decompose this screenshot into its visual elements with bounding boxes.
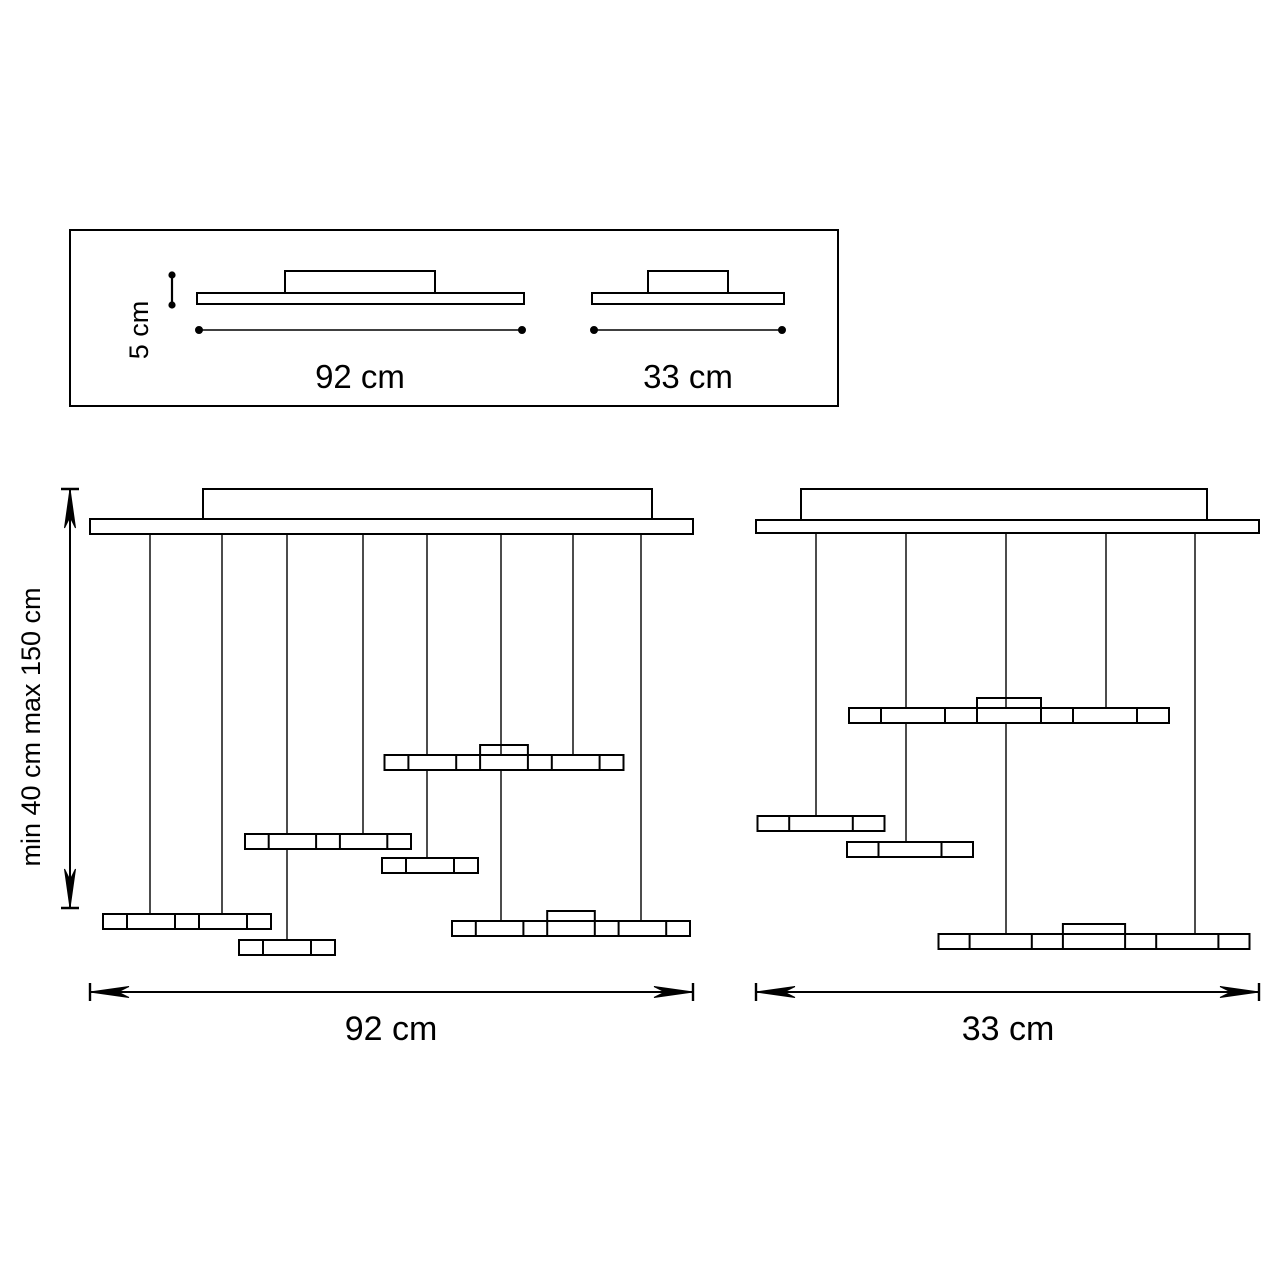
svg-text:92 cm: 92 cm [315, 358, 405, 395]
svg-text:92 cm: 92 cm [345, 1010, 438, 1048]
svg-text:33 cm: 33 cm [962, 1010, 1055, 1048]
svg-text:min 40 cm max 150 cm: min 40 cm max 150 cm [16, 587, 46, 866]
svg-text:33 cm: 33 cm [643, 358, 733, 395]
svg-text:5 cm: 5 cm [124, 301, 154, 360]
